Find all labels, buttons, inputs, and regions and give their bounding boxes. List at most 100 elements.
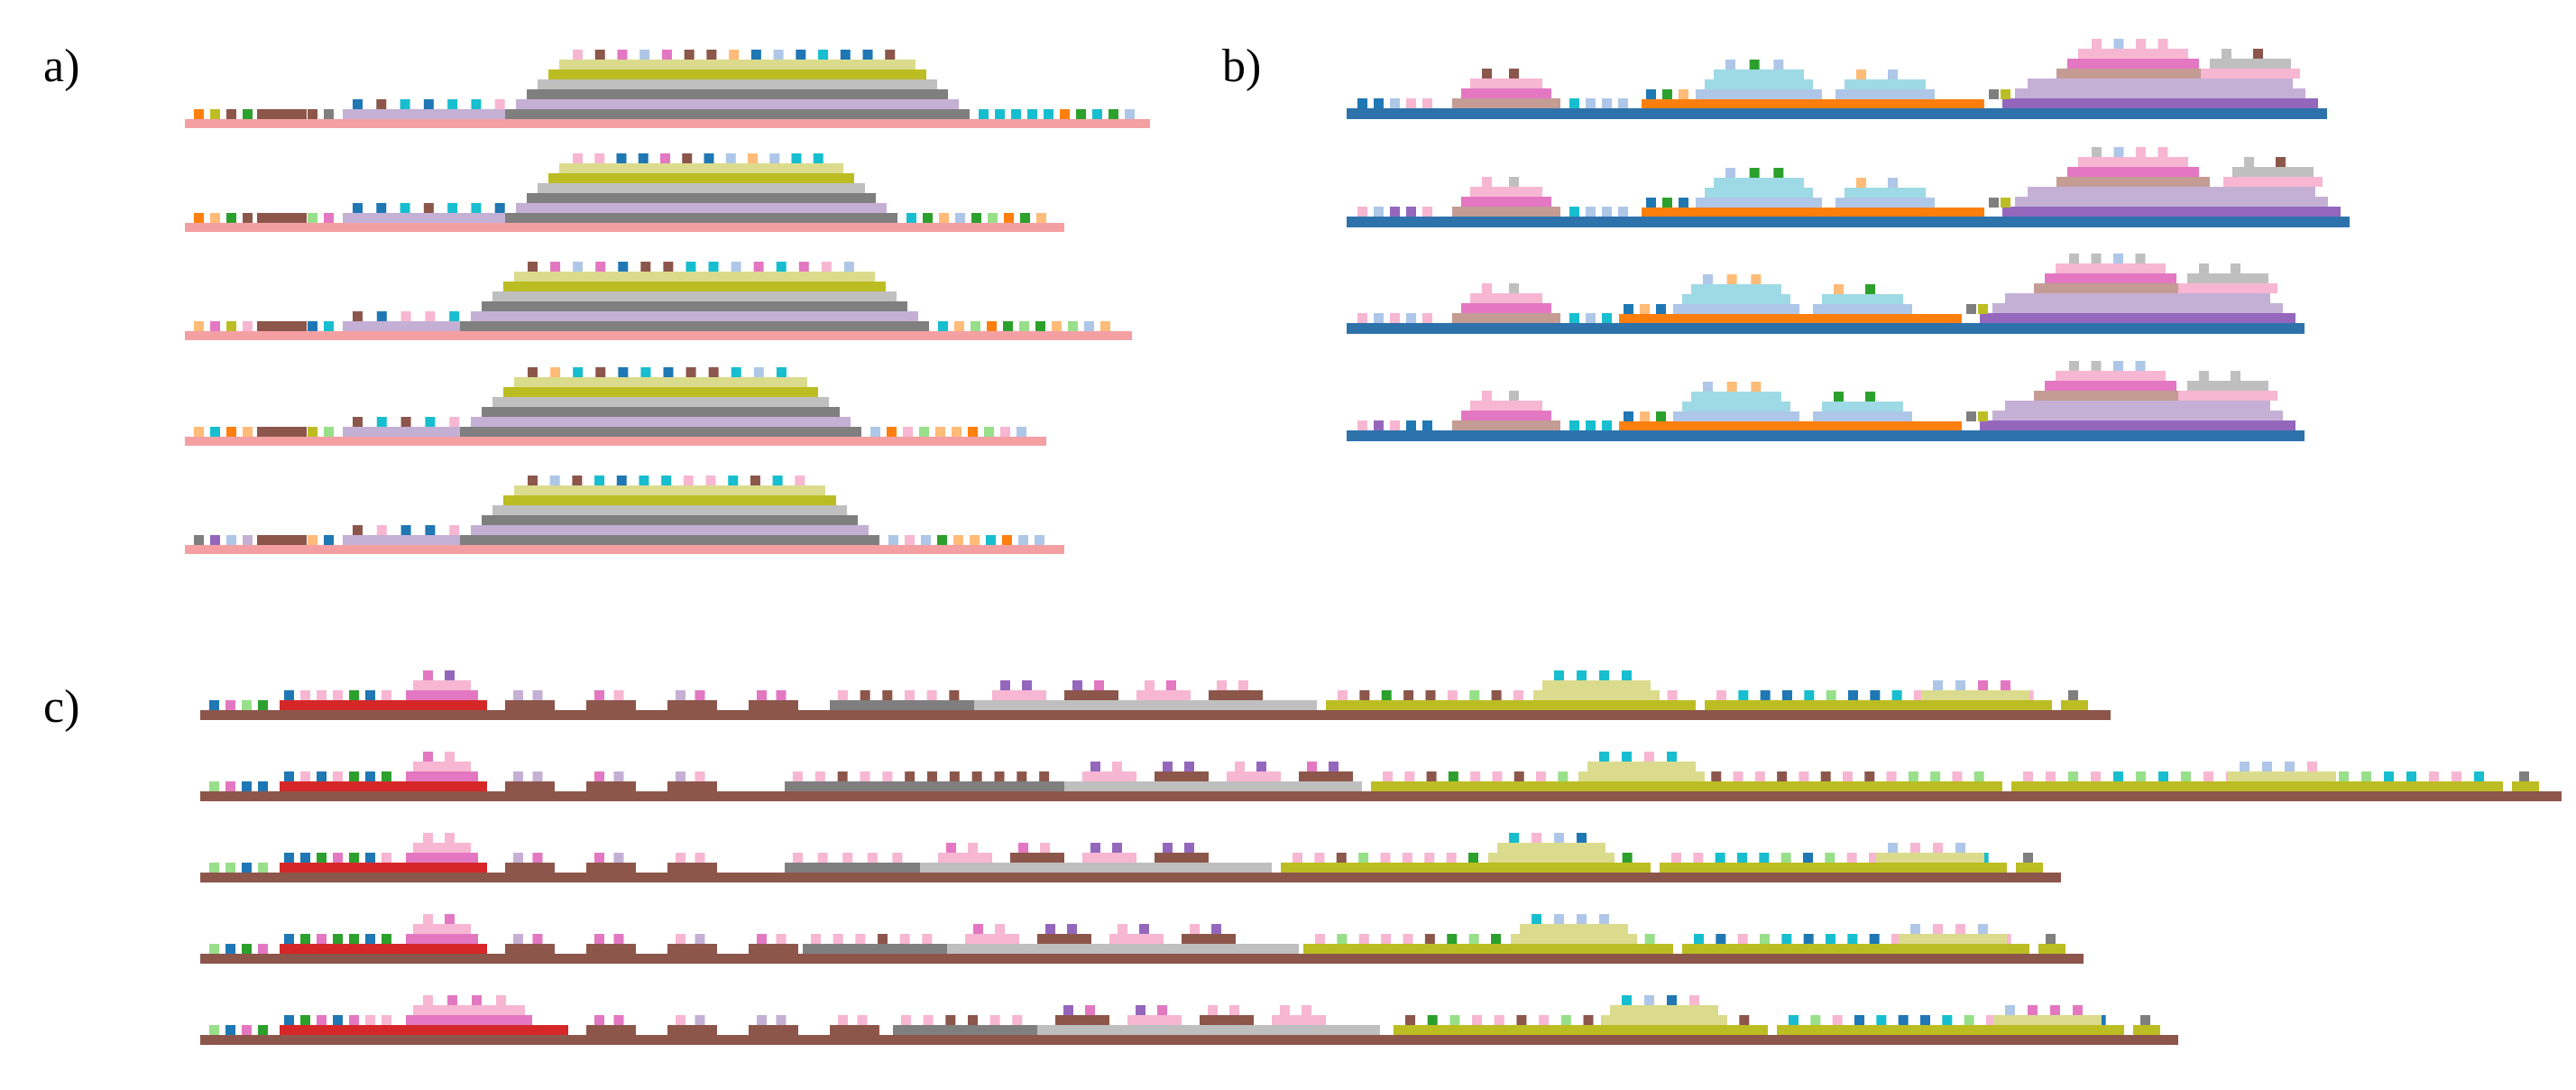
token-square bbox=[772, 476, 783, 485]
token-square bbox=[1045, 924, 1055, 934]
pyramid-layer bbox=[527, 89, 948, 99]
token-square bbox=[1703, 274, 1713, 284]
pyramid-layer bbox=[586, 781, 636, 791]
pyramid-layer bbox=[1813, 304, 1912, 314]
token-square bbox=[1482, 177, 1492, 187]
pyramid-layer bbox=[992, 690, 1046, 700]
token-square bbox=[209, 863, 219, 873]
token-square bbox=[209, 700, 219, 710]
token-square bbox=[1554, 670, 1564, 680]
pyramid-layer bbox=[2011, 781, 2503, 791]
token-square bbox=[1072, 680, 1082, 690]
pyramid-layer bbox=[1470, 187, 1542, 197]
token-square bbox=[317, 690, 327, 700]
pyramid-layer bbox=[1461, 411, 1551, 420]
token-square bbox=[1876, 1015, 1887, 1025]
token-square bbox=[1482, 283, 1492, 293]
token-square bbox=[242, 944, 252, 954]
token-square bbox=[776, 262, 787, 272]
token-square bbox=[382, 771, 391, 781]
token-square bbox=[1656, 304, 1666, 314]
token-square bbox=[2253, 49, 2263, 59]
token-square bbox=[1667, 995, 1677, 1005]
token-square bbox=[365, 1015, 375, 1025]
token-square bbox=[1780, 853, 1791, 863]
token-square bbox=[471, 99, 482, 109]
token-square bbox=[695, 1015, 705, 1025]
token-square bbox=[1357, 420, 1367, 430]
token-square bbox=[1737, 853, 1747, 863]
token-square bbox=[300, 853, 310, 863]
pyramid-layer bbox=[1835, 198, 1935, 208]
token-square bbox=[1472, 1015, 1483, 1025]
token-square bbox=[776, 934, 787, 944]
token-square bbox=[1229, 1005, 1239, 1015]
token-square bbox=[1558, 771, 1569, 781]
pyramid-layer bbox=[920, 863, 1272, 873]
token-square bbox=[300, 771, 310, 781]
pyramid-layer bbox=[471, 417, 851, 427]
pyramid-layer bbox=[1470, 293, 1542, 303]
token-square bbox=[882, 771, 893, 781]
token-square bbox=[210, 427, 220, 437]
pyramid-layer bbox=[1470, 401, 1542, 411]
pyramid-layer bbox=[785, 781, 1064, 791]
token-square bbox=[400, 99, 410, 109]
token-square bbox=[613, 690, 624, 700]
token-square bbox=[1492, 771, 1503, 781]
token-square bbox=[1826, 934, 1835, 944]
token-square bbox=[1491, 934, 1501, 944]
token-square bbox=[796, 50, 806, 60]
token-square bbox=[1163, 843, 1173, 853]
token-square bbox=[618, 367, 629, 377]
token-square bbox=[685, 262, 696, 272]
pyramid-layer bbox=[516, 99, 959, 109]
token-square bbox=[594, 853, 604, 863]
token-square bbox=[905, 535, 915, 545]
token-square bbox=[1491, 690, 1502, 700]
token-square bbox=[1773, 60, 1784, 69]
pyramid-layer bbox=[667, 700, 717, 710]
token-square bbox=[1679, 89, 1688, 99]
token-square bbox=[550, 367, 561, 377]
token-square bbox=[1092, 109, 1102, 119]
token-square bbox=[445, 833, 455, 843]
token-square bbox=[423, 995, 433, 1005]
token-square bbox=[1293, 853, 1302, 863]
token-square bbox=[243, 109, 253, 119]
token-square bbox=[2307, 762, 2317, 771]
token-square bbox=[1427, 1015, 1438, 1025]
token-square bbox=[1569, 207, 1579, 217]
token-square bbox=[528, 367, 538, 377]
token-square bbox=[640, 367, 651, 377]
pyramid-layer bbox=[2210, 59, 2291, 69]
pyramid-layer bbox=[1714, 178, 1804, 188]
token-square bbox=[1694, 934, 1704, 944]
pyramid-layer bbox=[2187, 273, 2268, 283]
token-square bbox=[814, 771, 825, 781]
pyramid-layer bbox=[1010, 853, 1064, 863]
token-square bbox=[1403, 690, 1414, 700]
token-square bbox=[1599, 670, 1609, 680]
token-square bbox=[1560, 1015, 1571, 1025]
token-square bbox=[1157, 1005, 1167, 1015]
token-square bbox=[496, 995, 506, 1005]
sequence-baseline bbox=[185, 119, 1150, 128]
token-square bbox=[1577, 670, 1587, 680]
token-square bbox=[1374, 420, 1384, 430]
pyramid-layer bbox=[803, 944, 947, 954]
pyramid-layer bbox=[2078, 157, 2188, 167]
token-square bbox=[349, 1015, 359, 1025]
token-square bbox=[695, 934, 705, 944]
token-square bbox=[638, 153, 649, 163]
token-square bbox=[1640, 411, 1650, 421]
token-square bbox=[1599, 752, 1609, 762]
pyramid-layer bbox=[2187, 381, 2268, 391]
token-square bbox=[945, 1015, 956, 1025]
token-square bbox=[1586, 207, 1596, 217]
token-square bbox=[324, 109, 334, 119]
token-square bbox=[860, 690, 870, 700]
token-square bbox=[753, 367, 764, 377]
token-square bbox=[2136, 771, 2146, 781]
token-square bbox=[226, 109, 236, 119]
